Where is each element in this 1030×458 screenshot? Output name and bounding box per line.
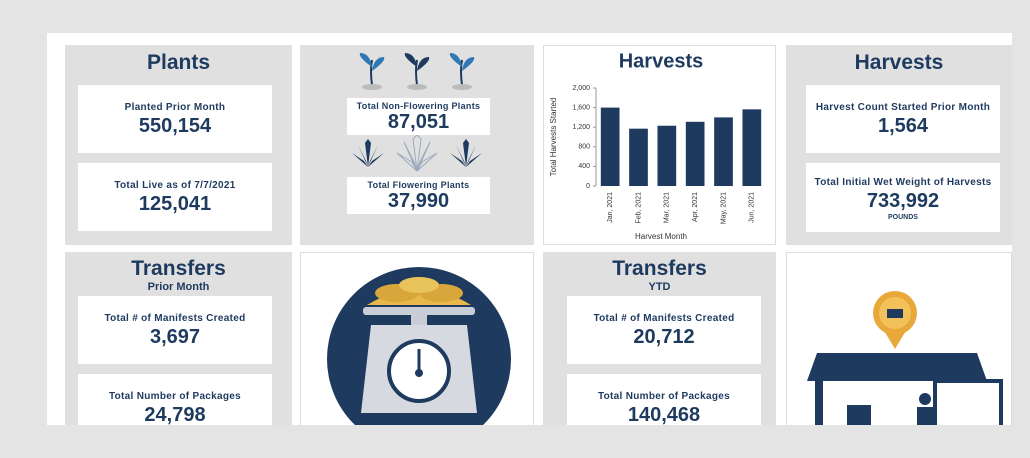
- stat-card: Total Flowering Plants 37,990: [347, 177, 490, 214]
- stat-label: Total Number of Packages: [108, 391, 242, 402]
- stat-label: Total Number of Packages: [597, 391, 731, 402]
- y-axis-title: Total Harvests Started: [549, 98, 558, 177]
- seedling-icons: [359, 53, 475, 90]
- y-tick-label: 1,600: [572, 104, 590, 111]
- x-tick-label: Apr, 2021: [692, 192, 699, 222]
- stat-label: Total Non-Flowering Plants: [356, 101, 481, 111]
- scale-illustration: [327, 267, 511, 425]
- bar: [600, 107, 620, 186]
- stat-card: Harvest Count Started Prior Month 1,564: [806, 85, 1000, 153]
- y-tick-label: 1,200: [572, 124, 590, 131]
- stat-value: 37,990: [387, 190, 450, 212]
- stat-label: Total # of Manifests Created: [104, 313, 246, 324]
- bar: [657, 125, 677, 186]
- harvests-panel: Harvests Harvest Count Started Prior Mon…: [786, 45, 1012, 245]
- y-tick-label: 0: [586, 183, 590, 190]
- stat-label: Total Flowering Plants: [367, 180, 470, 190]
- stat-label: Total Live as of 7/7/2021: [114, 180, 236, 191]
- bar: [629, 128, 648, 186]
- bar: [714, 117, 733, 186]
- panel-subtitle: YTD: [648, 281, 671, 293]
- bar: [742, 109, 762, 186]
- transfers-month-panel: Transfers Prior Month Total # of Manifes…: [65, 252, 292, 425]
- harvest-chart-panel: Harvests Harvest Month Total Harvests St…: [543, 45, 776, 245]
- stat-value: 20,712: [633, 326, 695, 348]
- panel-title: Transfers: [612, 257, 707, 280]
- stat-label: Harvest Count Started Prior Month: [815, 102, 991, 113]
- panel-title: Plants: [146, 51, 211, 74]
- stat-card: Total Number of Packages 24,798: [78, 374, 272, 425]
- stat-label: Total # of Manifests Created: [593, 313, 735, 324]
- y-tick-label: 400: [578, 163, 590, 170]
- stat-card: Total Non-Flowering Plants 87,051: [347, 98, 490, 135]
- scale-panel: [300, 252, 534, 425]
- stat-card: Total Initial Wet Weight of Harvests 733…: [806, 163, 1000, 232]
- y-tick-label: 2,000: [572, 85, 590, 92]
- plant-types-panel: Total Non-Flowering Plants 87,051 Total …: [300, 45, 534, 245]
- x-tick-label: Mar, 2021: [664, 192, 671, 223]
- stat-unit: POUNDS: [888, 214, 918, 221]
- y-tick-label: 800: [578, 144, 590, 151]
- stat-value: 87,051: [387, 111, 450, 133]
- store-illustration: [807, 291, 1003, 425]
- x-axis-title: Harvest Month: [635, 232, 687, 241]
- stat-value: 1,564: [877, 115, 929, 137]
- plants-panel: Plants Planted Prior Month 550,154 Total…: [65, 45, 292, 245]
- chart-title: Harvests: [619, 50, 704, 72]
- panel-title: Harvests: [854, 51, 944, 74]
- stat-value: 550,154: [138, 115, 212, 137]
- stat-value: 3,697: [149, 326, 201, 348]
- transfers-ytd-panel: Transfers YTD Total # of Manifests Creat…: [543, 252, 776, 425]
- stat-card: Total Number of Packages 140,468: [567, 374, 761, 425]
- stat-value: 125,041: [138, 193, 212, 215]
- stat-card: Total # of Manifests Created 3,697: [78, 296, 272, 364]
- harvest-chart: Harvests Harvest Month Total Harvests St…: [549, 50, 762, 241]
- plant-icons: [352, 53, 482, 172]
- bar: [685, 121, 705, 186]
- stat-value: 24,798: [144, 404, 206, 425]
- stat-card: Planted Prior Month 550,154: [78, 85, 272, 153]
- stat-card: Total Live as of 7/7/2021 125,041: [78, 163, 272, 231]
- stat-card: Total # of Manifests Created 20,712: [567, 296, 761, 364]
- dashboard: Plants Planted Prior Month 550,154 Total…: [47, 33, 1012, 425]
- panel-title: Transfers: [131, 257, 226, 280]
- leaf-icons: [352, 134, 482, 172]
- x-tick-label: Jan, 2021: [607, 192, 614, 223]
- stat-label: Planted Prior Month: [124, 102, 226, 113]
- stat-value: 733,992: [866, 190, 940, 212]
- stat-value: 140,468: [627, 404, 701, 425]
- store-panel: [786, 252, 1012, 425]
- x-tick-label: Jun, 2021: [749, 192, 756, 223]
- stat-label: Total Initial Wet Weight of Harvests: [814, 177, 992, 188]
- panel-subtitle: Prior Month: [147, 281, 210, 293]
- x-tick-label: Feb, 2021: [635, 192, 642, 224]
- x-tick-label: May, 2021: [720, 192, 727, 224]
